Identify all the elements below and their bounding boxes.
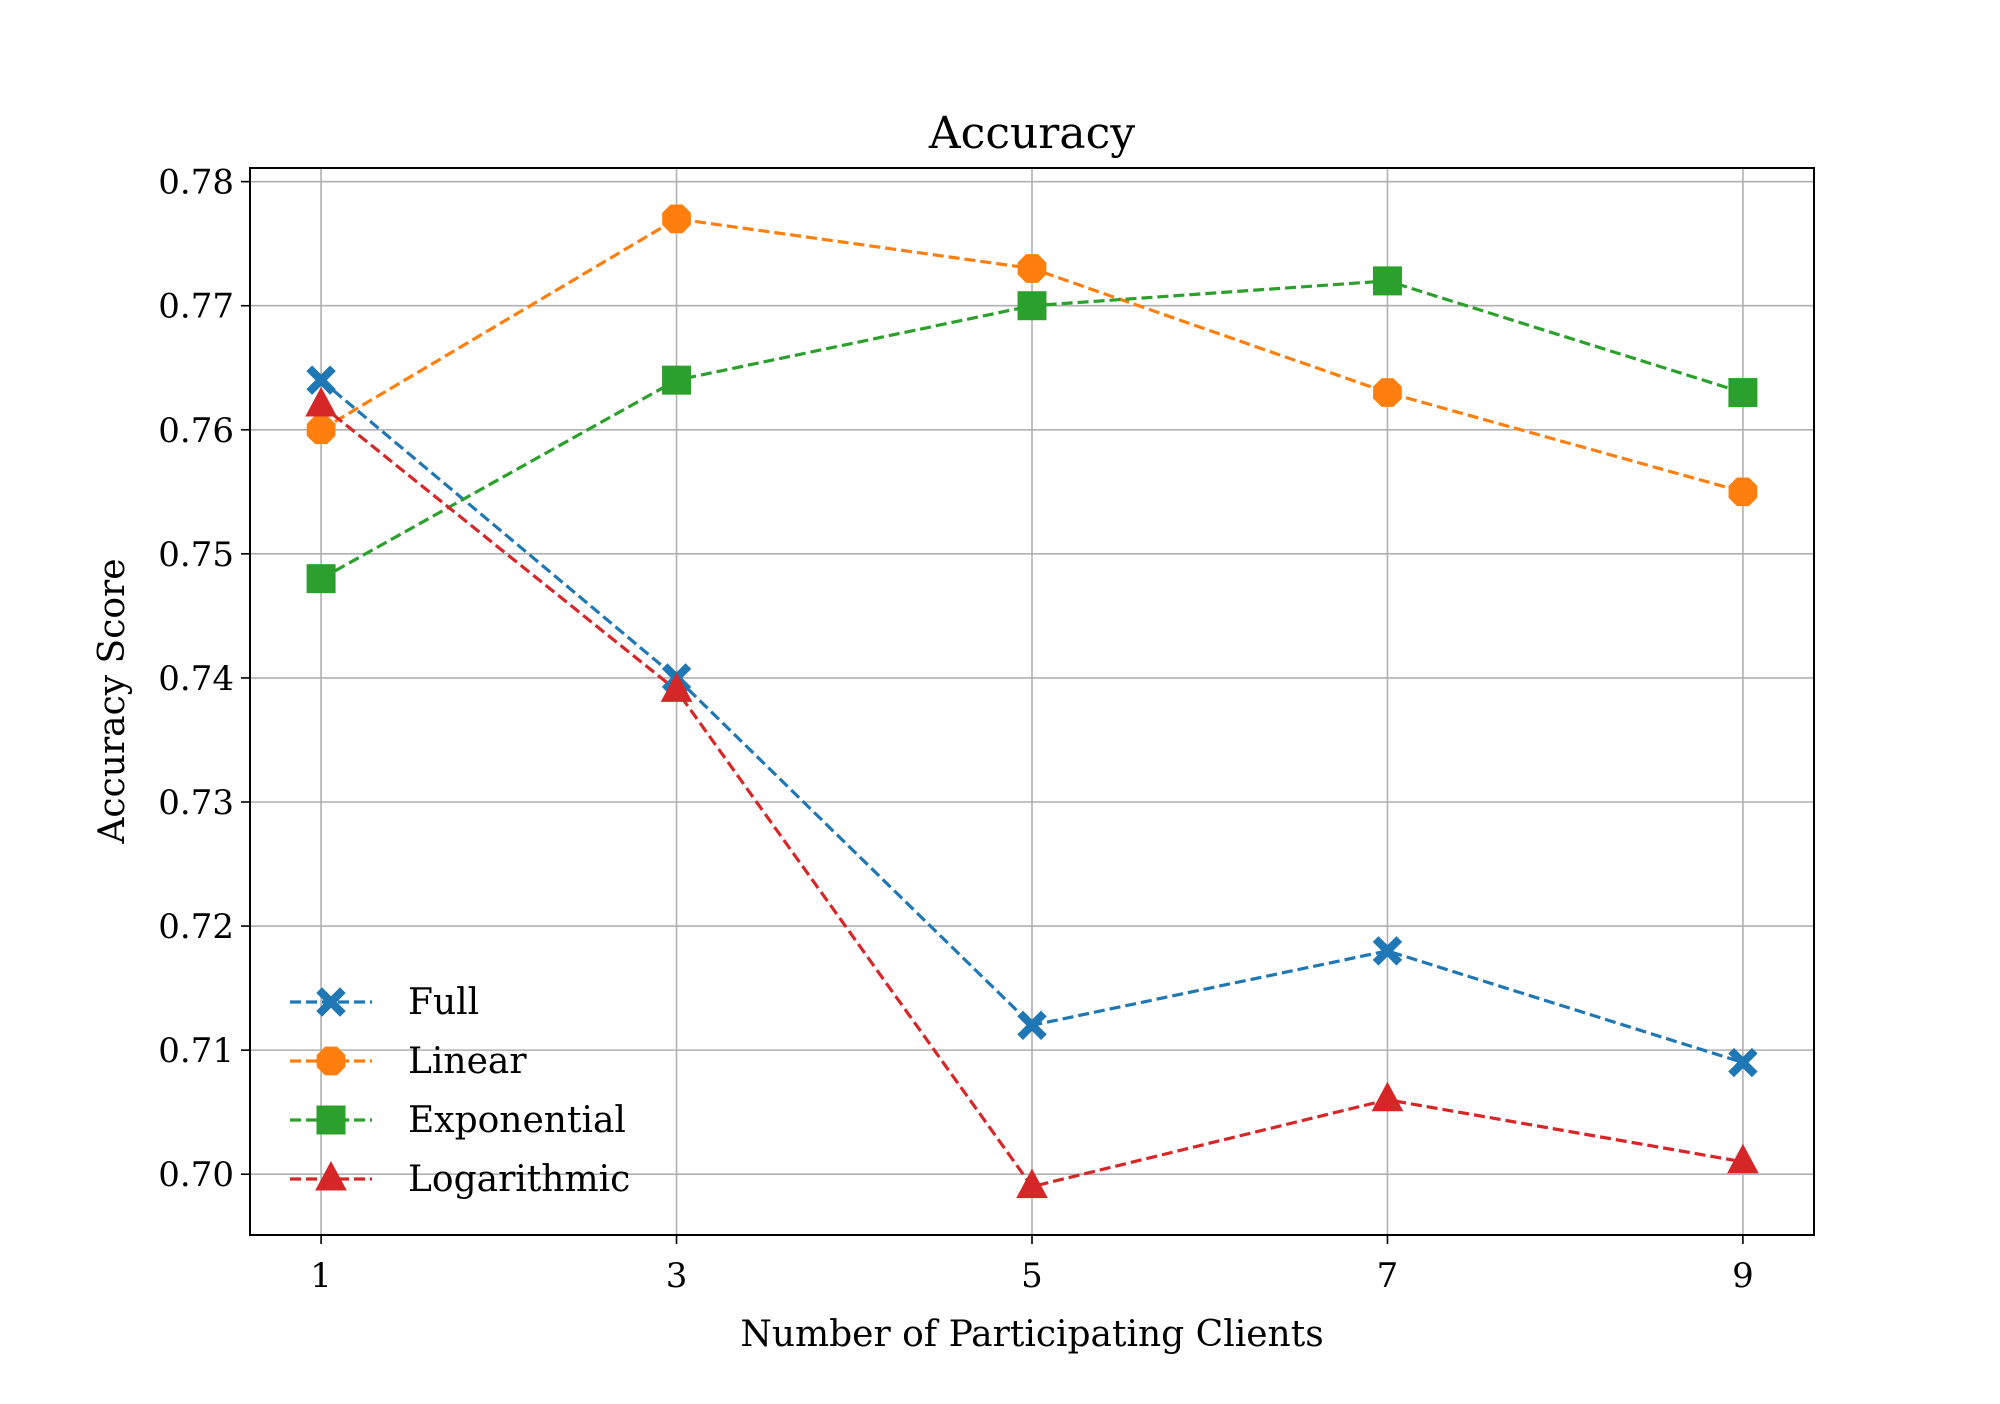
legend-item-linear: Linear [290,1041,527,1082]
data-point-logarithmic [660,672,693,702]
series-layer [305,204,1759,1199]
x-tick-label: 5 [1021,1256,1043,1296]
data-point-full [1372,936,1403,966]
series-linear [306,204,1758,507]
legend-label-linear: Linear [408,1041,527,1082]
y-axis-label: Accuracy Score [92,558,133,844]
series-full [306,365,1758,1078]
legend-marker-logarithmic [315,1160,347,1191]
x-tick-label: 1 [310,1256,332,1296]
y-tick-label: 0.71 [158,1031,234,1071]
legend-label-exponential: Exponential [408,1100,626,1141]
series-logarithmic [305,386,1759,1199]
y-tick-label: 0.73 [158,783,234,823]
series-exponential [306,266,1758,594]
legend-label-full: Full [408,982,479,1023]
data-point-full [306,365,336,395]
data-point-linear [1373,378,1402,407]
data-point-logarithmic [1727,1143,1759,1174]
data-point-exponential [662,365,692,395]
data-point-logarithmic [1371,1081,1404,1112]
y-tick-label: 0.70 [158,1155,234,1195]
y-tick-label: 0.78 [158,163,234,203]
data-point-exponential [1372,266,1402,296]
data-point-linear [306,415,336,445]
data-point-full [1017,1010,1047,1041]
data-point-linear [1017,254,1047,283]
data-point-logarithmic [1016,1168,1048,1199]
legend: Full Linear Exponential Logarithmic [290,982,630,1200]
chart-title: Accuracy [928,108,1135,159]
legend-item-exponential: Exponential [290,1100,626,1141]
data-point-exponential [1017,291,1047,321]
legend-marker-full [316,987,346,1017]
legend-label-logarithmic: Logarithmic [408,1159,630,1200]
data-point-linear [1728,477,1758,507]
y-tick-label: 0.72 [158,907,234,947]
y-tick-label: 0.77 [158,287,234,327]
x-tick-label: 3 [666,1256,688,1296]
x-tick-label: 9 [1732,1256,1754,1296]
data-point-logarithmic [305,386,337,417]
data-point-linear [662,204,691,234]
y-tick-label: 0.76 [158,411,234,451]
y-tick-label: 0.75 [158,535,234,575]
legend-marker-exponential [316,1105,346,1135]
y-tick-label: 0.74 [158,659,234,699]
data-point-full [1728,1047,1758,1078]
legend-item-full: Full [290,982,479,1023]
data-point-exponential [306,564,336,594]
x-axis-label: Number of Participating Clients [740,1314,1323,1355]
x-tick-label: 7 [1377,1256,1399,1296]
data-point-exponential [1728,378,1758,408]
legend-item-logarithmic: Logarithmic [290,1159,630,1200]
ticks: 1 3 5 7 9 0.70 0.71 0.72 0.73 0.74 0.75 0.76 0.77 0.7… [158,163,1753,1296]
legend-marker-linear [316,1046,346,1076]
